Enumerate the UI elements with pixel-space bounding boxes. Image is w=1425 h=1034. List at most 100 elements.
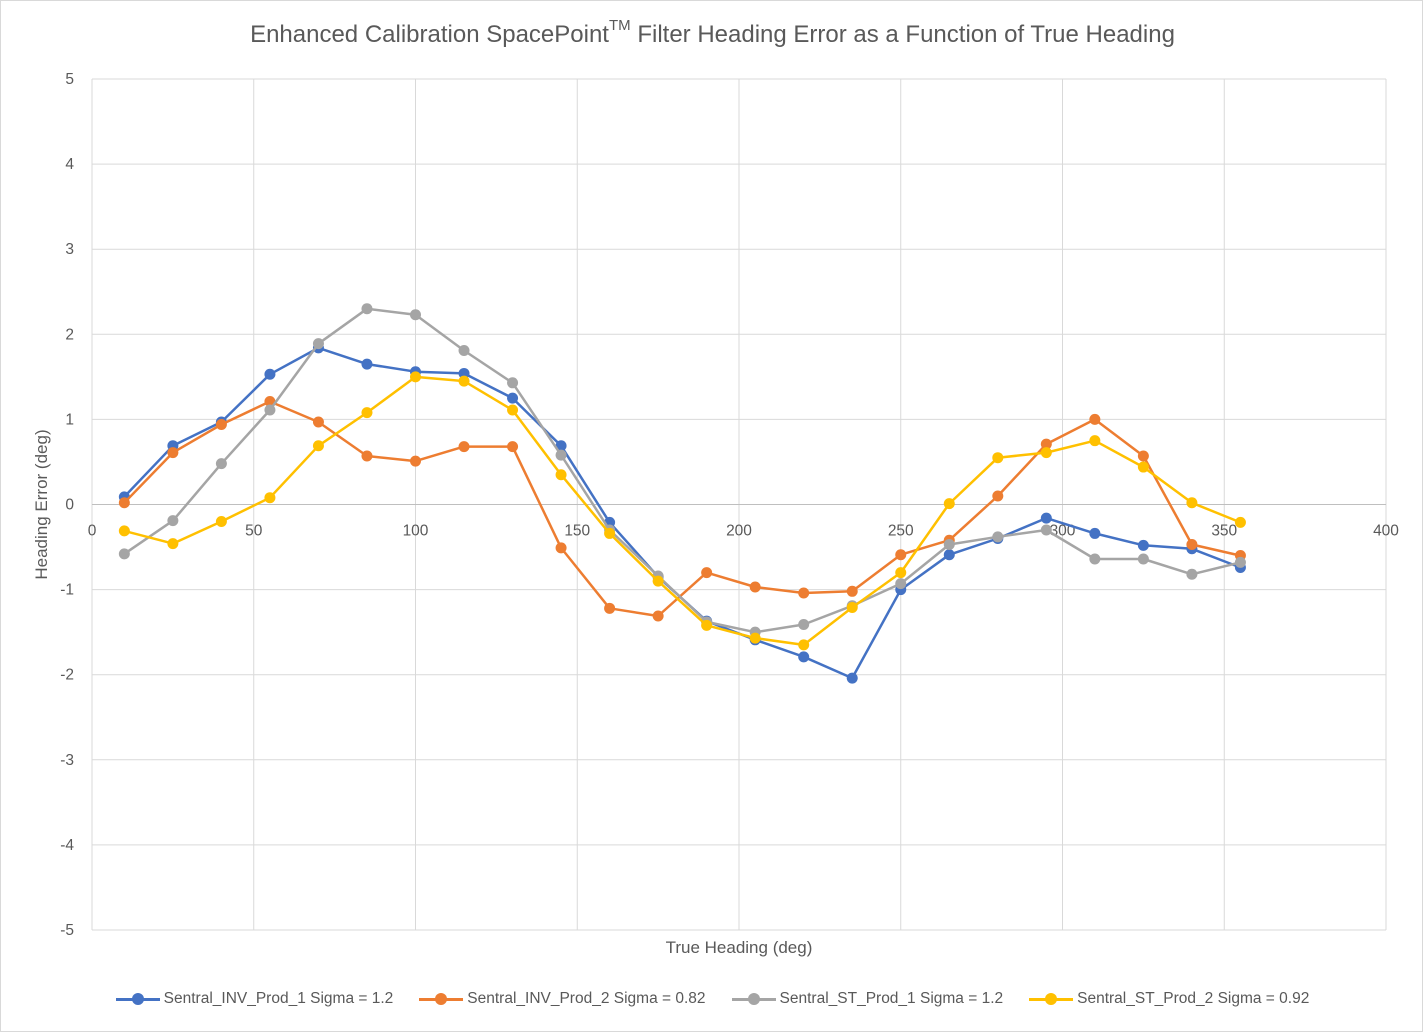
legend-item: Sentral_INV_Prod_2 Sigma = 0.82 [419,990,706,1008]
data-point [555,469,567,481]
x-tick-label: 250 [888,523,914,540]
chart-title-rest: Filter Heading Error as a Function of Tr… [630,21,1175,48]
data-point [361,450,373,462]
data-point [555,440,567,452]
data-point [749,632,761,644]
data-point [361,303,373,315]
data-point [215,458,227,470]
data-point [118,497,130,509]
legend-label: Sentral_ST_Prod_2 Sigma = 0.92 [1077,990,1310,1007]
data-point [798,587,810,599]
x-tick-label: 350 [1211,523,1237,540]
data-point [410,371,421,383]
data-point [749,581,761,593]
legend-swatch-marker [435,993,448,1005]
data-point [507,377,519,389]
legend-swatch [1029,993,1074,1005]
chart-title-main: Enhanced Calibration SpacePoint [250,21,609,48]
data-point [555,449,567,461]
data-point [264,368,276,380]
series-line-1 [123,346,1241,680]
data-point [1137,539,1149,551]
x-tick-label: 150 [564,523,590,540]
data-point [652,575,664,587]
data-point [507,392,519,404]
x-axis-title: True Heading (deg) [666,938,813,957]
data-point [943,549,955,561]
y-tick-label: 1 [65,411,74,428]
data-point [167,515,179,527]
data-point [264,492,276,504]
data-point [215,419,227,431]
y-tick-label: 4 [65,156,74,173]
data-point [701,567,713,579]
legend-swatch-marker [1045,993,1058,1005]
chart-title: Enhanced Calibration SpacePointTM Filter… [0,17,1425,49]
data-point [361,358,373,370]
data-point [895,578,907,590]
data-point [1234,556,1246,568]
legend-label: Sentral_INV_Prod_2 Sigma = 0.82 [467,990,706,1007]
data-point [992,531,1004,543]
data-point [1040,512,1052,524]
y-tick-label: 3 [65,241,74,258]
legend-label: Sentral_ST_Prod_1 Sigma = 1.2 [779,990,1004,1007]
data-point [1040,524,1052,536]
y-tick-label: -2 [60,667,74,684]
data-point [361,407,373,419]
data-point [458,367,470,379]
data-point [701,619,713,631]
data-point [604,602,616,614]
x-tick-label: 200 [726,523,752,540]
data-point [943,538,955,550]
data-point [1186,568,1198,580]
y-tick-label: 2 [65,326,74,343]
data-point [312,338,324,350]
data-point [1186,497,1198,509]
data-point [1234,516,1246,528]
data-point [1089,413,1101,425]
series-line-4 [123,375,1241,647]
data-point [846,601,858,613]
legend-item: Sentral_ST_Prod_1 Sigma = 1.2 [731,990,1004,1008]
data-point [846,672,858,684]
legend-item: Sentral_ST_Prod_2 Sigma = 0.92 [1029,990,1309,1008]
data-point [555,542,567,554]
data-point [1089,553,1101,565]
data-point [652,610,664,622]
data-point [1040,438,1052,450]
data-point [458,344,470,356]
data-point [604,527,616,539]
y-tick-label: -4 [60,837,74,854]
legend-swatch [419,993,464,1005]
data-point [118,525,130,537]
data-point [410,309,421,321]
data-point [1089,435,1101,447]
data-point [846,585,858,597]
legend-label: Sentral_INV_Prod_1 Sigma = 1.2 [163,990,394,1007]
data-point [312,416,324,428]
y-tick-label: 0 [65,497,74,514]
data-point [895,567,907,579]
data-point [992,452,1004,464]
data-point [798,639,810,651]
y-tick-label: 5 [65,71,74,88]
data-point [507,404,519,416]
data-point [1089,527,1101,539]
data-point [1137,461,1149,473]
data-point [798,618,810,630]
x-tick-label: 0 [88,523,97,540]
y-axis-title: Heading Error (deg) [32,429,51,579]
data-point [798,651,810,663]
data-point [264,404,276,416]
data-point [458,375,470,387]
data-point [895,549,907,561]
data-point [458,441,470,453]
y-tick-label: -3 [60,752,74,769]
chart-title-superscript: TM [608,17,631,34]
data-point [1040,447,1052,459]
series-line-3 [123,307,1241,634]
data-point [992,490,1004,502]
